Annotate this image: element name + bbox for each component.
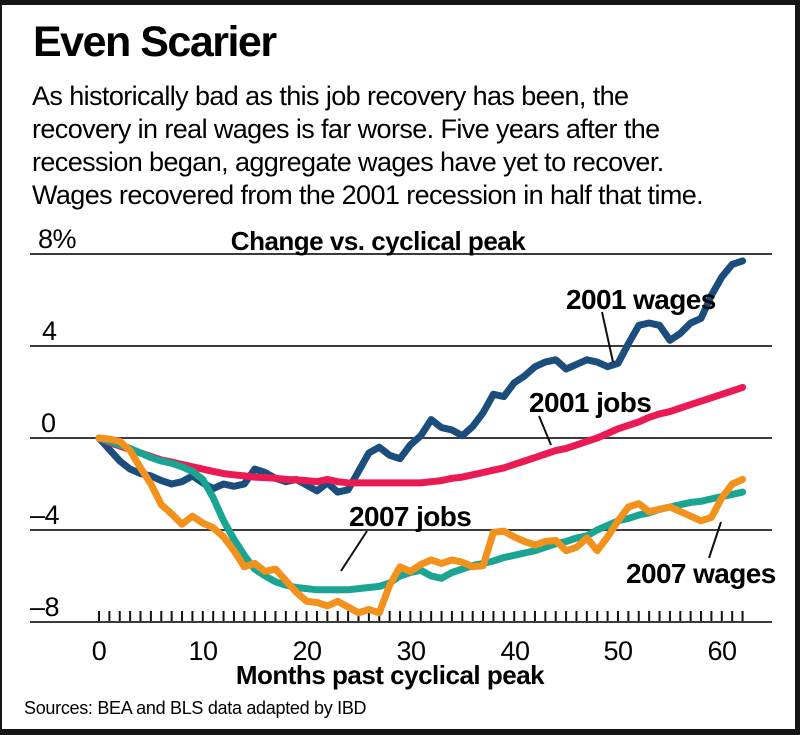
chart-heading: Change vs. cyclical peak: [230, 226, 526, 256]
x-axis-tick-label-50: 50: [603, 636, 633, 666]
gridlines: [30, 253, 772, 623]
line-2001-jobs: [95, 383, 747, 487]
line-2007-jobs: [95, 434, 747, 594]
y-axis-tick-label-0: 0: [41, 408, 56, 438]
series-label-2007-jobs: 2007 jobs: [349, 501, 472, 532]
y-axis-tick-label-8pct: 8%: [38, 224, 77, 254]
x-axis-ticks: [98, 611, 744, 621]
x-axis-tick-label-10: 10: [188, 636, 218, 666]
x-axis-tick-label-30: 30: [396, 636, 426, 666]
label-leader-lines: [340, 311, 722, 572]
chart-description: As historically bad as this job recovery…: [32, 81, 704, 210]
x-axis-title: Months past cyclical peak: [235, 660, 545, 690]
page-title: Even Scarier: [33, 18, 277, 66]
series-label-2001-wages: 2001 wages: [566, 284, 716, 315]
y-axis-tick-label-4: 4: [42, 316, 57, 346]
series-label-2001-jobs: 2001 jobs: [529, 387, 652, 418]
series-label-2007-wages: 2007 wages: [626, 558, 776, 589]
x-axis-tick-label-0: 0: [91, 636, 107, 666]
y-axis-tick-label-neg8: –8: [30, 592, 60, 622]
x-axis-tick-label-40: 40: [500, 636, 530, 666]
x-axis-tick-label-60: 60: [707, 636, 737, 666]
line-2007-wages: [95, 434, 747, 617]
sources-note: Sources: BEA and BLS data adapted by IBD: [24, 698, 367, 718]
y-axis-tick-label-neg4: –4: [30, 500, 60, 530]
x-axis-tick-label-20: 20: [292, 636, 322, 666]
